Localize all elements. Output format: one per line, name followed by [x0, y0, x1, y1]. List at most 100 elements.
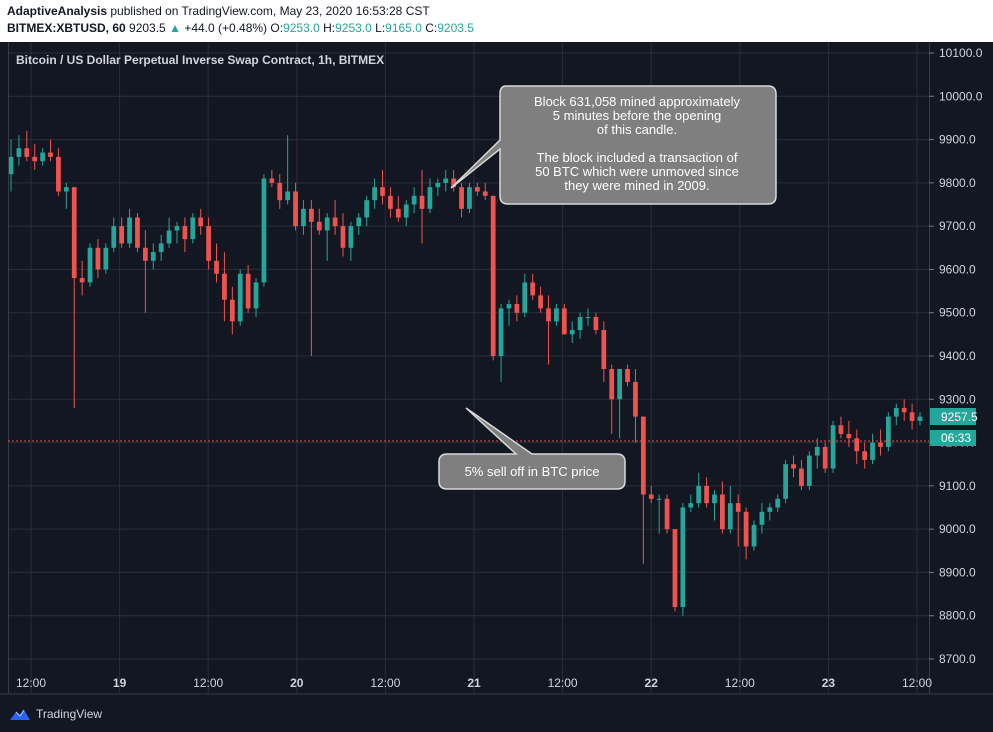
block-text-line5: 50 BTC which were unmoved since — [535, 164, 739, 179]
y-tick-label: 9900.0 — [939, 133, 976, 147]
candles — [8, 130, 923, 616]
countdown-badge — [930, 430, 976, 446]
candle-body — [206, 226, 211, 261]
candle-body — [467, 187, 472, 209]
candle-body — [364, 200, 370, 218]
tradingview-logo[interactable]: TradingView — [8, 707, 102, 721]
candle-body — [791, 464, 796, 469]
x-tick-label: 12:00 — [548, 676, 578, 690]
author-name[interactable]: AdaptiveAnalysis — [7, 4, 108, 18]
candle-body — [506, 304, 512, 309]
candle-body — [435, 182, 441, 188]
y-tick-label: 9500.0 — [939, 306, 976, 320]
candle-body — [593, 317, 599, 331]
candlestick-chart[interactable]: 10100.0 10000.0 9900.0 9800.0 9700.0 9600.0 95… — [0, 42, 993, 696]
candle-body — [870, 442, 875, 460]
x-tick-label: 23 — [822, 676, 836, 690]
candle-body — [316, 221, 322, 231]
candle-body — [712, 494, 717, 504]
candle-body — [403, 204, 409, 218]
tradingview-brand: TradingView — [36, 707, 103, 721]
candle-body — [664, 498, 670, 530]
candle-body — [245, 273, 251, 309]
candle-body — [561, 308, 567, 335]
candle-body — [308, 208, 314, 222]
candle-body — [522, 282, 528, 313]
candle-body — [79, 278, 85, 283]
candle-body — [704, 485, 709, 504]
candle-body — [182, 226, 188, 240]
candle-body — [672, 529, 678, 608]
candle-body — [63, 187, 69, 192]
price-badges: 9257.5 06:33 — [930, 408, 978, 446]
symbol-label[interactable]: BITMEX:XBTUSD, 60 — [7, 21, 126, 35]
candle-body — [301, 208, 306, 227]
block-text-line6: they were mined in 2009. — [564, 178, 709, 193]
candle-body — [735, 503, 741, 512]
price-change: +44.0 (+0.48%) — [184, 21, 268, 35]
footer-bar — [0, 696, 993, 732]
price-axis: 10100.0 10000.0 9900.0 9800.0 9700.0 9600.0 95… — [929, 46, 983, 666]
candle-body — [372, 187, 377, 201]
candle-body — [135, 217, 140, 248]
candle-body — [451, 178, 457, 188]
candle-body — [901, 407, 907, 413]
x-tick-label: 12:00 — [193, 676, 223, 690]
candle-body — [40, 152, 45, 162]
candle-body — [814, 446, 820, 456]
candle-body — [751, 524, 757, 547]
block-text-line1: Block 631,058 mined approximately — [534, 94, 740, 109]
y-tick-label: 10000.0 — [939, 89, 983, 103]
close-label: C: — [425, 21, 438, 35]
up-arrow-icon: ▲ — [169, 21, 181, 35]
x-tick-label: 19 — [113, 676, 127, 690]
candle-body — [388, 195, 393, 209]
candle-body — [419, 195, 425, 209]
open-value: 9253.0 — [283, 21, 320, 35]
candle-body — [95, 247, 101, 270]
y-tick-label: 8700.0 — [939, 652, 976, 666]
candle-body — [214, 260, 219, 274]
y-tick-label: 9600.0 — [939, 262, 976, 276]
selloff-text: 5% sell off in BTC price — [465, 464, 600, 479]
candle-body — [783, 464, 788, 499]
candle-body — [32, 156, 38, 162]
tradingview-cloud-icon — [10, 709, 30, 720]
block-annotation[interactable]: Block 631,058 mined approximately 5 minu… — [450, 85, 777, 205]
candle-body — [546, 308, 551, 322]
candle-body — [490, 195, 496, 356]
candle-body — [8, 156, 14, 175]
candle-body — [648, 494, 654, 499]
candle-body — [356, 217, 362, 227]
candle-body — [577, 317, 583, 331]
candle-body — [166, 230, 172, 244]
candle-body — [554, 308, 559, 322]
block-callout-shape — [450, 85, 777, 205]
candle-body — [601, 330, 607, 369]
candle-body — [569, 330, 575, 335]
candle-body — [285, 191, 291, 201]
last-price-badge — [930, 408, 976, 425]
candle-body — [332, 217, 338, 227]
candle-body — [743, 511, 749, 547]
candle-body — [127, 217, 132, 244]
candle-body — [474, 187, 480, 192]
candle-body — [395, 208, 401, 218]
candle-body — [427, 187, 433, 209]
candle-body — [767, 507, 773, 512]
candle-body — [759, 511, 765, 525]
y-tick-label: 9100.0 — [939, 479, 976, 493]
y-tick-label: 9800.0 — [939, 176, 976, 190]
candle-body — [16, 148, 22, 157]
candle-body — [261, 178, 267, 283]
candle-body — [340, 226, 346, 248]
candle-body — [222, 273, 227, 300]
candle-body — [103, 247, 109, 270]
candle-body — [293, 191, 298, 227]
candle-body — [190, 217, 196, 240]
candle-body — [727, 503, 733, 530]
selloff-annotation[interactable]: 5% sell off in BTC price — [438, 407, 626, 490]
candle-body — [237, 273, 243, 322]
candle-body — [688, 503, 694, 508]
candle-body — [277, 182, 283, 201]
